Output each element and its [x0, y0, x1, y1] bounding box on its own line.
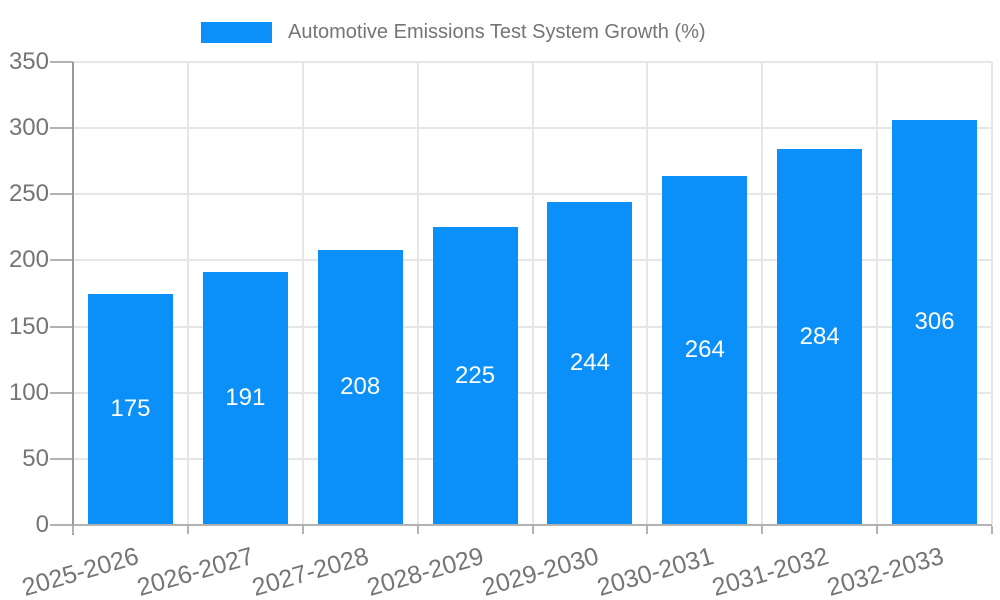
x-axis-line — [73, 524, 992, 526]
x-axis-tick — [531, 526, 534, 534]
bar-2031-2032[interactable]: 284 — [777, 149, 863, 524]
bar-value-label: 225 — [455, 361, 496, 389]
bar-2026-2027[interactable]: 191 — [202, 272, 288, 524]
y-axis-label: 100 — [8, 378, 49, 406]
y-axis-tick — [50, 391, 73, 394]
gridline-vertical — [991, 62, 993, 525]
y-axis-label: 150 — [8, 312, 49, 340]
x-axis-tick — [72, 526, 74, 534]
x-axis-label: 2028-2029 — [364, 542, 487, 600]
gridline-horizontal — [73, 61, 992, 63]
y-axis-tick — [50, 457, 73, 460]
gridline-horizontal — [73, 127, 992, 130]
y-axis-tick — [50, 61, 73, 63]
bar-value-label: 306 — [914, 308, 955, 336]
legend-swatch[interactable] — [201, 22, 272, 43]
bar-2028-2029[interactable]: 225 — [432, 227, 518, 524]
x-axis-label: 2032-2033 — [823, 542, 947, 600]
x-axis-tick — [876, 526, 879, 534]
gridline-vertical — [416, 62, 419, 525]
x-axis-label: 2031-2032 — [708, 542, 832, 600]
x-axis-label: 2029-2030 — [479, 542, 602, 600]
bar-value-label: 244 — [569, 349, 610, 377]
y-axis-tick — [50, 259, 73, 262]
bar-value-label: 175 — [110, 394, 151, 422]
x-axis-tick — [991, 526, 993, 534]
bar-value-label: 284 — [799, 322, 840, 350]
y-axis-tick — [50, 127, 73, 130]
bar-2027-2028[interactable]: 208 — [317, 249, 403, 524]
x-axis-tick — [761, 526, 764, 534]
gridline-vertical — [646, 62, 649, 525]
x-axis-tick — [646, 526, 649, 534]
y-axis-line — [72, 62, 74, 535]
bar-2025-2026[interactable]: 175 — [87, 293, 173, 524]
legend-label[interactable]: Automotive Emissions Test System Growth … — [288, 21, 706, 43]
y-axis-label: 350 — [8, 48, 49, 75]
x-axis-label: 2027-2028 — [249, 542, 372, 600]
y-axis-tick — [50, 325, 73, 328]
y-axis-label: 50 — [22, 444, 49, 472]
y-axis-label: 200 — [8, 246, 49, 274]
x-axis-tick — [186, 526, 189, 534]
bar-value-label: 208 — [340, 372, 381, 400]
x-axis-tick — [416, 526, 419, 534]
gridline-vertical — [301, 62, 304, 525]
gridline-vertical — [531, 62, 534, 525]
bar-2029-2030[interactable]: 244 — [547, 202, 633, 524]
y-axis-label: 250 — [8, 180, 49, 208]
gridline-vertical — [761, 62, 764, 525]
bar-value-label: 191 — [225, 384, 266, 412]
x-axis-tick — [301, 526, 304, 534]
gridline-vertical — [876, 62, 879, 525]
y-axis-label: 300 — [8, 114, 49, 142]
legend: Automotive Emissions Test System Growth … — [201, 22, 706, 43]
bar-value-label: 264 — [684, 335, 725, 363]
x-axis-label: 2025-2026 — [19, 542, 143, 600]
bar-2030-2031[interactable]: 264 — [662, 175, 748, 524]
y-axis-tick — [50, 193, 73, 196]
x-axis-label: 2030-2031 — [593, 542, 717, 600]
y-axis-label: 0 — [35, 511, 49, 538]
bar-2032-2033[interactable]: 306 — [892, 120, 978, 524]
gridline-vertical — [186, 62, 189, 525]
y-axis-tick — [50, 524, 73, 526]
x-axis-label: 2026-2027 — [134, 542, 258, 600]
